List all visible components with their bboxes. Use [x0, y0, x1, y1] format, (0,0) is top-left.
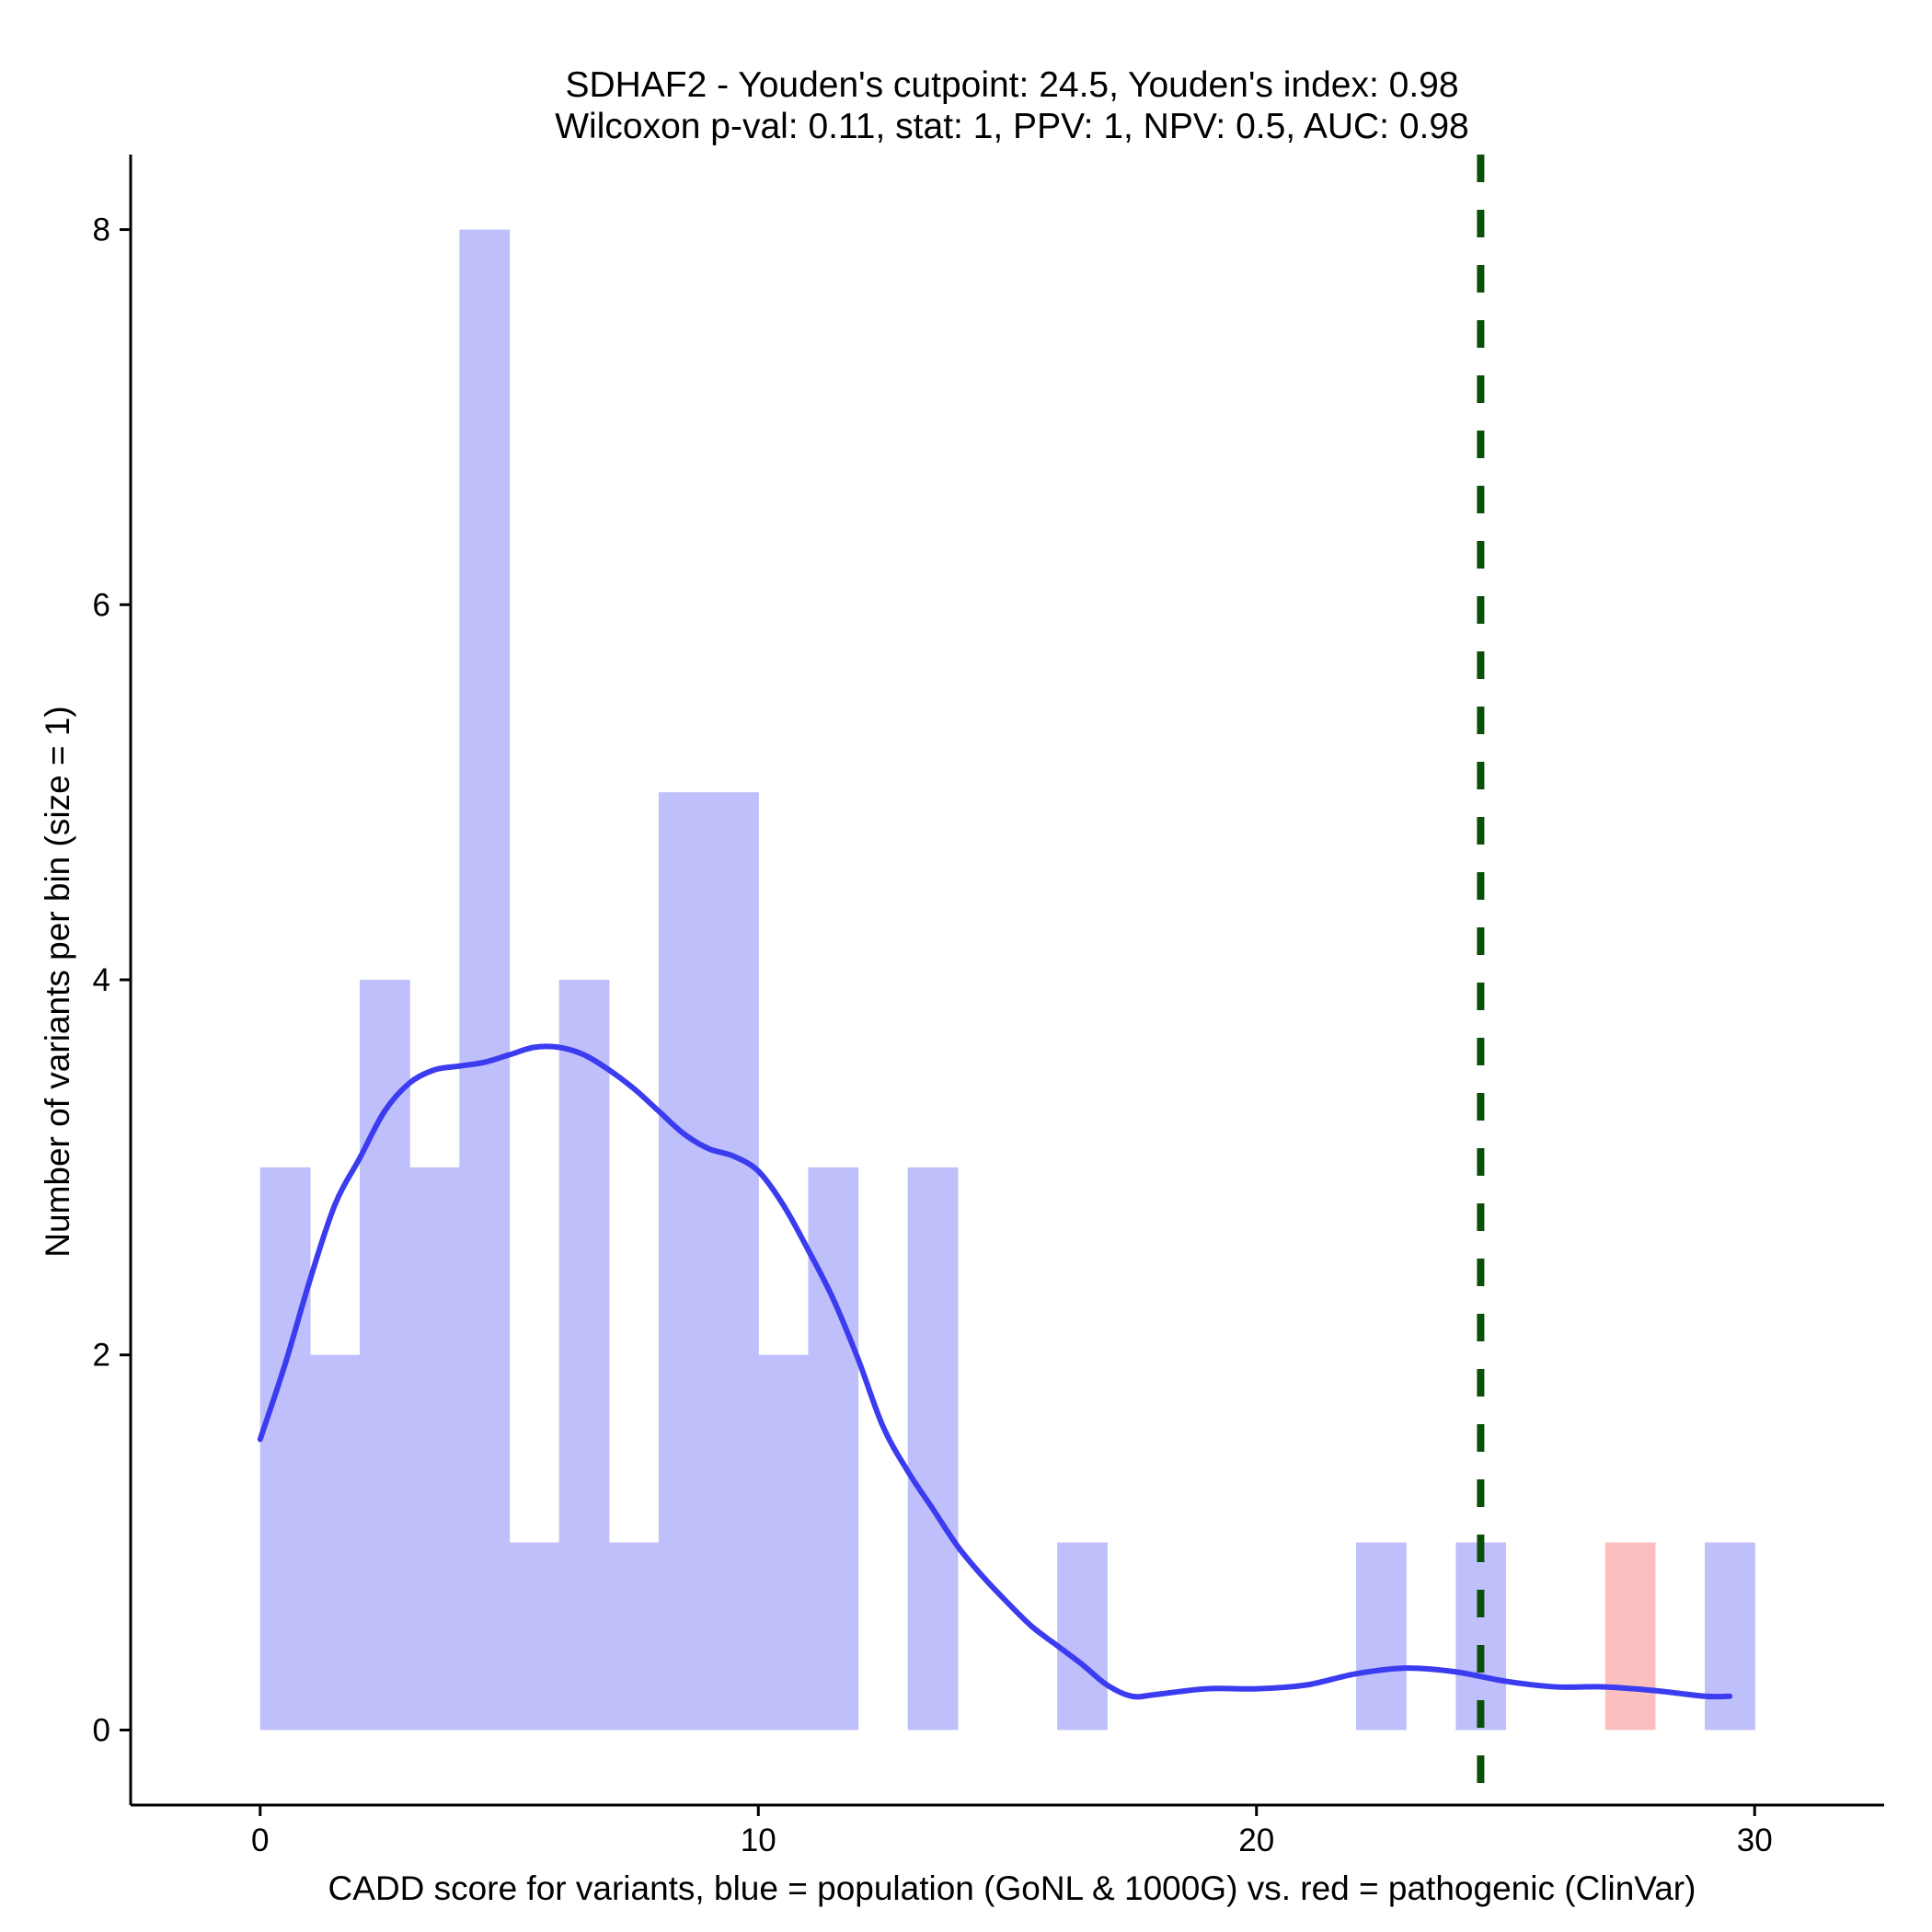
- bars-layer: [259, 229, 1755, 1731]
- population-bar: [1356, 1542, 1407, 1731]
- population-bar: [459, 229, 511, 1731]
- population-bar: [758, 1354, 810, 1731]
- population-bar: [558, 980, 610, 1731]
- chart-title-line2: Wilcoxon p-val: 0.11, stat: 1, PPV: 1, N…: [555, 107, 1469, 146]
- x-axis-label: CADD score for variants, blue = populati…: [328, 1869, 1696, 1907]
- population-bar: [608, 1542, 660, 1731]
- population-bar: [360, 980, 410, 1731]
- y-tick-label: 6: [93, 587, 110, 623]
- y-tick-label: 0: [93, 1712, 110, 1748]
- population-bar: [658, 792, 709, 1731]
- population-bar: [708, 792, 759, 1731]
- population-bar: [1705, 1542, 1755, 1731]
- density-curve-layer: [257, 1043, 1733, 1700]
- population-bar: [259, 1167, 311, 1731]
- x-tick-label: 10: [741, 1823, 776, 1858]
- population-bar: [309, 1354, 361, 1731]
- ticks-layer: 0 10 20 30 0 2 4 6 8: [93, 213, 1773, 1858]
- y-axis-label: Number of variants per bin (size = 1): [39, 706, 76, 1257]
- population-bar: [907, 1167, 959, 1731]
- population-bar: [509, 1542, 560, 1731]
- population-bar: [409, 1167, 460, 1731]
- pathogenic-bar: [1604, 1542, 1656, 1731]
- chart-title-line1: SDHAF2 - Youden's cutpoint: 24.5, Youden…: [565, 65, 1458, 105]
- y-tick-label: 2: [93, 1338, 110, 1374]
- x-tick-label: 0: [251, 1823, 269, 1858]
- y-tick-label: 4: [93, 962, 110, 998]
- x-tick-label: 30: [1737, 1823, 1773, 1858]
- population-bar: [1057, 1542, 1108, 1731]
- population-bar: [808, 1167, 859, 1731]
- y-tick-label: 8: [93, 213, 110, 248]
- density-curve: [257, 1043, 1733, 1700]
- x-tick-label: 20: [1238, 1823, 1274, 1858]
- population-bar: [1455, 1542, 1507, 1731]
